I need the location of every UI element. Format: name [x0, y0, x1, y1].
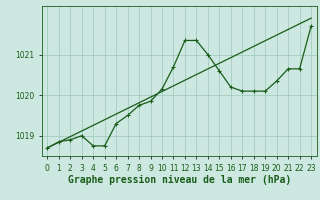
X-axis label: Graphe pression niveau de la mer (hPa): Graphe pression niveau de la mer (hPa)	[68, 175, 291, 185]
